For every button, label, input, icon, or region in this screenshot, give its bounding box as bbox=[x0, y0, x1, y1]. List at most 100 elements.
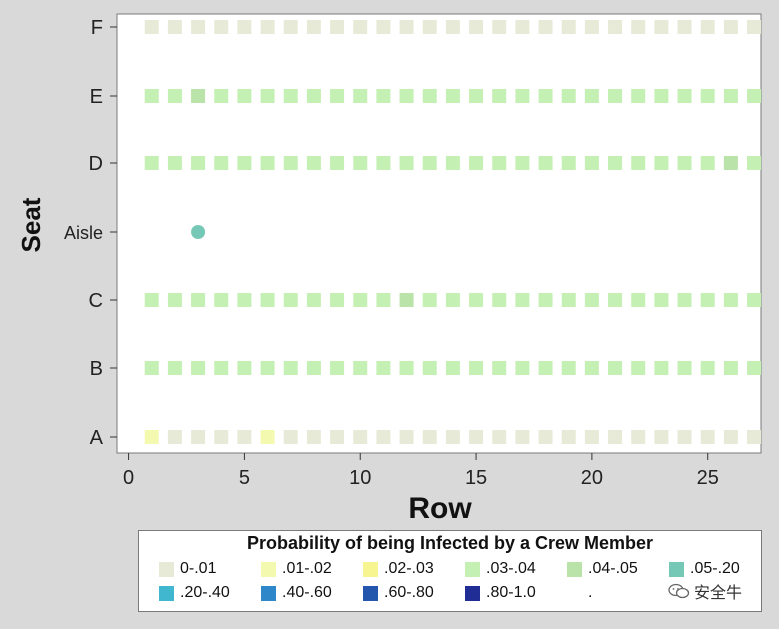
seat-mark bbox=[445, 20, 460, 34]
seat-mark bbox=[492, 156, 507, 170]
seat-mark bbox=[608, 20, 623, 34]
seat-mark bbox=[330, 293, 345, 307]
seat-mark bbox=[237, 361, 252, 375]
seat-mark bbox=[677, 293, 692, 307]
seat-mark bbox=[654, 89, 669, 103]
seat-mark bbox=[608, 293, 623, 307]
seat-mark bbox=[492, 430, 507, 444]
seat-mark bbox=[677, 20, 692, 34]
seat-mark bbox=[330, 430, 345, 444]
seat-mark bbox=[191, 156, 206, 170]
seat-mark bbox=[144, 293, 159, 307]
legend-label: .01-.02 bbox=[282, 560, 332, 577]
legend-swatch bbox=[159, 585, 174, 601]
legend-item: .04-.05 bbox=[567, 559, 638, 579]
seat-mark bbox=[538, 89, 553, 103]
seat-mark bbox=[538, 430, 553, 444]
legend-label: .40-.60 bbox=[282, 584, 332, 601]
seat-mark bbox=[515, 89, 530, 103]
legend-swatch bbox=[465, 561, 480, 577]
seat-mark bbox=[214, 20, 229, 34]
x-tick-label: 25 bbox=[697, 467, 719, 489]
seat-mark bbox=[492, 89, 507, 103]
seat-mark bbox=[561, 20, 576, 34]
seat-mark bbox=[399, 293, 414, 307]
legend-item: .20-.40 bbox=[159, 583, 230, 603]
seat-mark bbox=[747, 89, 762, 103]
seat-mark bbox=[191, 293, 206, 307]
seat-mark bbox=[631, 20, 646, 34]
seat-mark bbox=[631, 156, 646, 170]
seat-mark bbox=[445, 361, 460, 375]
seat-mark bbox=[237, 20, 252, 34]
seat-mark bbox=[330, 156, 345, 170]
legend-item: .03-.04 bbox=[465, 559, 536, 579]
x-tick-label: 15 bbox=[465, 467, 487, 489]
y-tick-label: C bbox=[89, 290, 103, 312]
seat-mark bbox=[330, 20, 345, 34]
seat-mark bbox=[167, 430, 182, 444]
seat-mark bbox=[469, 89, 484, 103]
seat-mark bbox=[144, 89, 159, 103]
seat-mark bbox=[723, 156, 738, 170]
legend-item: . bbox=[567, 583, 592, 603]
seat-mark bbox=[306, 361, 321, 375]
x-axis: 0 5 10 15 20 25 bbox=[123, 453, 719, 489]
legend-swatch bbox=[261, 561, 276, 577]
seat-mark bbox=[700, 430, 715, 444]
seat-mark bbox=[214, 89, 229, 103]
seat-mark bbox=[723, 430, 738, 444]
seat-mark bbox=[422, 89, 437, 103]
seat-mark bbox=[631, 293, 646, 307]
legend-swatch bbox=[567, 561, 582, 577]
y-tick-label: A bbox=[90, 427, 104, 449]
seat-mark bbox=[747, 293, 762, 307]
seat-mark bbox=[353, 156, 368, 170]
seat-mark bbox=[237, 293, 252, 307]
seat-mark bbox=[608, 89, 623, 103]
legend-label: .04-.05 bbox=[588, 560, 638, 577]
seat-mark bbox=[376, 430, 391, 444]
seat-mark bbox=[747, 20, 762, 34]
seat-mark bbox=[469, 361, 484, 375]
seat-mark bbox=[445, 293, 460, 307]
seat-mark bbox=[353, 89, 368, 103]
seat-mark bbox=[469, 430, 484, 444]
seat-mark bbox=[399, 20, 414, 34]
legend-title: Probability of being Infected by a Crew … bbox=[246, 533, 654, 553]
seat-mark bbox=[723, 293, 738, 307]
seat-mark bbox=[283, 293, 298, 307]
seat-mark bbox=[191, 20, 206, 34]
seat-mark bbox=[260, 293, 275, 307]
seat-mark bbox=[747, 361, 762, 375]
legend-swatch bbox=[363, 585, 378, 601]
seat-mark bbox=[654, 156, 669, 170]
seat-mark bbox=[492, 20, 507, 34]
seat-mark bbox=[515, 20, 530, 34]
legend-item: .02-.03 bbox=[363, 559, 434, 579]
seat-mark bbox=[445, 156, 460, 170]
seat-mark bbox=[353, 361, 368, 375]
seat-mark bbox=[492, 293, 507, 307]
y-tick-label: B bbox=[90, 358, 103, 380]
watermark-text: 安全牛 bbox=[694, 585, 743, 602]
seat-mark bbox=[677, 156, 692, 170]
seat-mark bbox=[399, 361, 414, 375]
legend-item: .05-.20 bbox=[669, 559, 740, 579]
legend-swatch bbox=[363, 561, 378, 577]
seat-mark bbox=[654, 361, 669, 375]
seat-mark bbox=[167, 89, 182, 103]
x-tick-label: 5 bbox=[239, 467, 250, 489]
seat-mark bbox=[260, 156, 275, 170]
x-tick-label: 10 bbox=[349, 467, 371, 489]
seat-mark bbox=[144, 430, 159, 444]
seat-mark bbox=[191, 361, 206, 375]
seat-mark bbox=[237, 156, 252, 170]
legend-label: .05-.20 bbox=[690, 560, 740, 577]
legend-item: 0-.01 bbox=[159, 559, 216, 579]
seat-mark bbox=[469, 20, 484, 34]
seat-mark bbox=[144, 361, 159, 375]
seat-mark bbox=[515, 361, 530, 375]
seat-mark bbox=[747, 430, 762, 444]
